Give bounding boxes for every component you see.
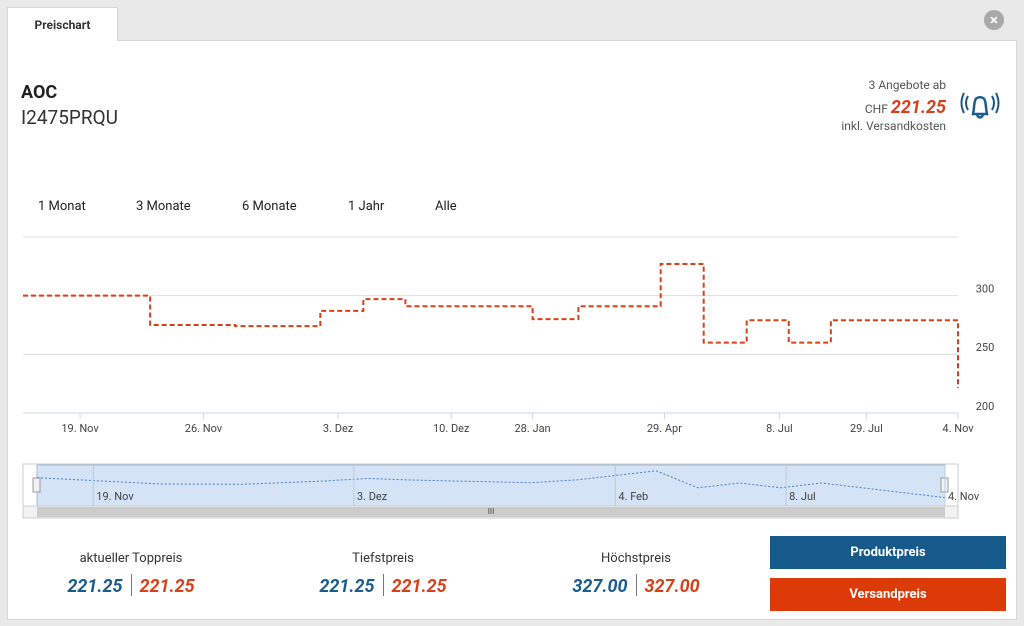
navigator-tick-label: 3. Dez [357,490,388,503]
stat-label: Höchstpreis [601,551,671,566]
range-button[interactable]: Alle [435,199,457,214]
stat-label: aktueller Toppreis [79,551,183,566]
separator [635,574,637,596]
y-tick-label: 250 [976,341,995,354]
range-button[interactable]: 1 Monat [38,199,86,214]
product-price: 221.25 [67,576,123,597]
chart: III 200 250 300 19. Nov 26. Nov 3. Dez 10. Dez… [22,236,995,519]
button[interactable]: Versandpreis [770,578,1006,611]
offer-count: 3 Angebote ab [868,78,946,92]
stat-values: 221.25 221.25 [273,574,493,597]
x-tick-label: 28. Jan [515,422,551,435]
offer-price: CHF 221.25 [865,97,946,118]
stat-values: 221.25 221.25 [21,574,241,597]
navigator-tick-label: 8. Jul [789,490,816,503]
navigator-tick-label: 19. Nov [96,490,134,503]
x-tick-label: 8. Jul [766,422,793,435]
y-tick-label: 300 [976,283,995,296]
stat-values: 327.00 327.00 [526,574,746,597]
x-tick-label: 29. Apr [647,422,682,435]
currency: CHF [864,102,888,116]
product-price: 327.00 [572,576,628,597]
alert-bell[interactable] [960,86,1000,126]
x-tick-label: 3. Dez [323,422,354,435]
separator [382,574,384,596]
button[interactable]: Produktpreis [770,536,1006,569]
navigator-tick-label: 4. Nov [948,490,980,503]
scrollbar-thumb[interactable] [37,507,945,517]
range-button[interactable]: 6 Monate [242,199,297,214]
price-line [23,262,959,389]
shipping-price: 221.25 [139,576,195,597]
x-tick-label: 19. Nov [61,422,99,435]
y-tick-label: 200 [976,400,995,413]
x-tick-label: 4. Nov [942,422,974,435]
navigator-handle[interactable] [32,477,41,493]
x-tick-label: 26. Nov [185,422,223,435]
scrollbar-grip: III [488,507,495,516]
tab[interactable]: Preischart [7,7,118,41]
panel [7,40,1017,620]
range-button[interactable]: 1 Jahr [348,199,385,214]
stat-label: Tiefstpreis [352,551,414,566]
x-tick-label: 29. Jul [850,422,883,435]
navigator-line [36,470,946,499]
product-price: 221.25 [319,576,375,597]
separator [130,574,132,596]
range-button[interactable]: 3 Monate [136,199,191,214]
model: I2475PRQU [21,106,118,129]
x-tick-label: 10. Dez [433,422,470,435]
navigator-selection[interactable] [36,464,946,507]
navigator-tick-label: 4. Feb [618,490,648,503]
price: 221.25 [890,97,946,118]
offer-note: inkl. Versandkosten [841,119,946,133]
shipping-price: 221.25 [391,576,447,597]
close-button[interactable]: × [984,10,1004,30]
shipping-price: 327.00 [644,576,700,597]
brand: AOC [21,82,58,103]
